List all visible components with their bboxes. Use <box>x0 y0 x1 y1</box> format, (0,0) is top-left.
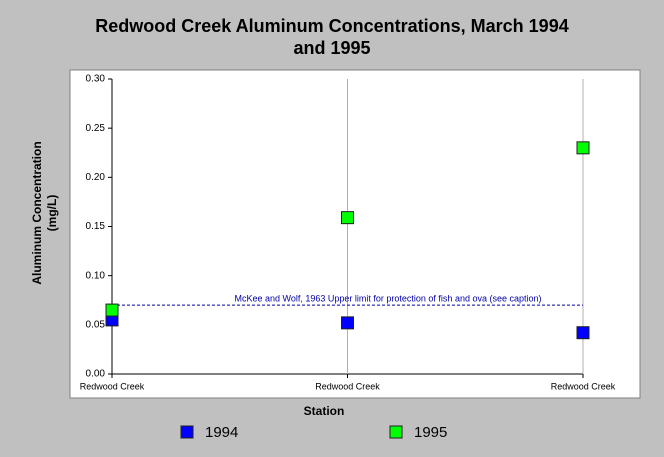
y-axis-title: Aluminum Concentration (mg/L) <box>30 141 59 285</box>
x-tick-label: Redwood Creek <box>315 381 380 391</box>
y-tick-label: 0.15 <box>86 221 106 232</box>
legend-label: 1995 <box>414 424 447 441</box>
y-tick-label: 0.30 <box>86 74 106 85</box>
marker <box>576 326 590 340</box>
legend-swatch <box>389 425 403 439</box>
marker <box>105 303 119 317</box>
x-tick-label: Redwood Creek <box>80 381 145 391</box>
y-tick-label: 0.00 <box>86 369 106 380</box>
reference-label: McKee and Wolf, 1963 Upper limit for pro… <box>235 294 542 304</box>
x-axis-title: Station <box>304 404 345 418</box>
y-tick-label: 0.10 <box>86 270 106 281</box>
legend-swatch <box>180 425 194 439</box>
y-tick-label: 0.20 <box>86 172 106 183</box>
chart-title: Redwood Creek Aluminum Concentrations, M… <box>95 16 569 58</box>
y-tick-label: 0.25 <box>86 123 106 134</box>
x-tick-label: Redwood Creek <box>551 381 616 391</box>
marker <box>341 211 354 225</box>
plot-background <box>69 69 641 399</box>
legend-label: 1994 <box>205 424 238 441</box>
marker <box>341 316 354 330</box>
y-tick-label: 0.05 <box>86 319 106 330</box>
marker <box>576 141 590 155</box>
